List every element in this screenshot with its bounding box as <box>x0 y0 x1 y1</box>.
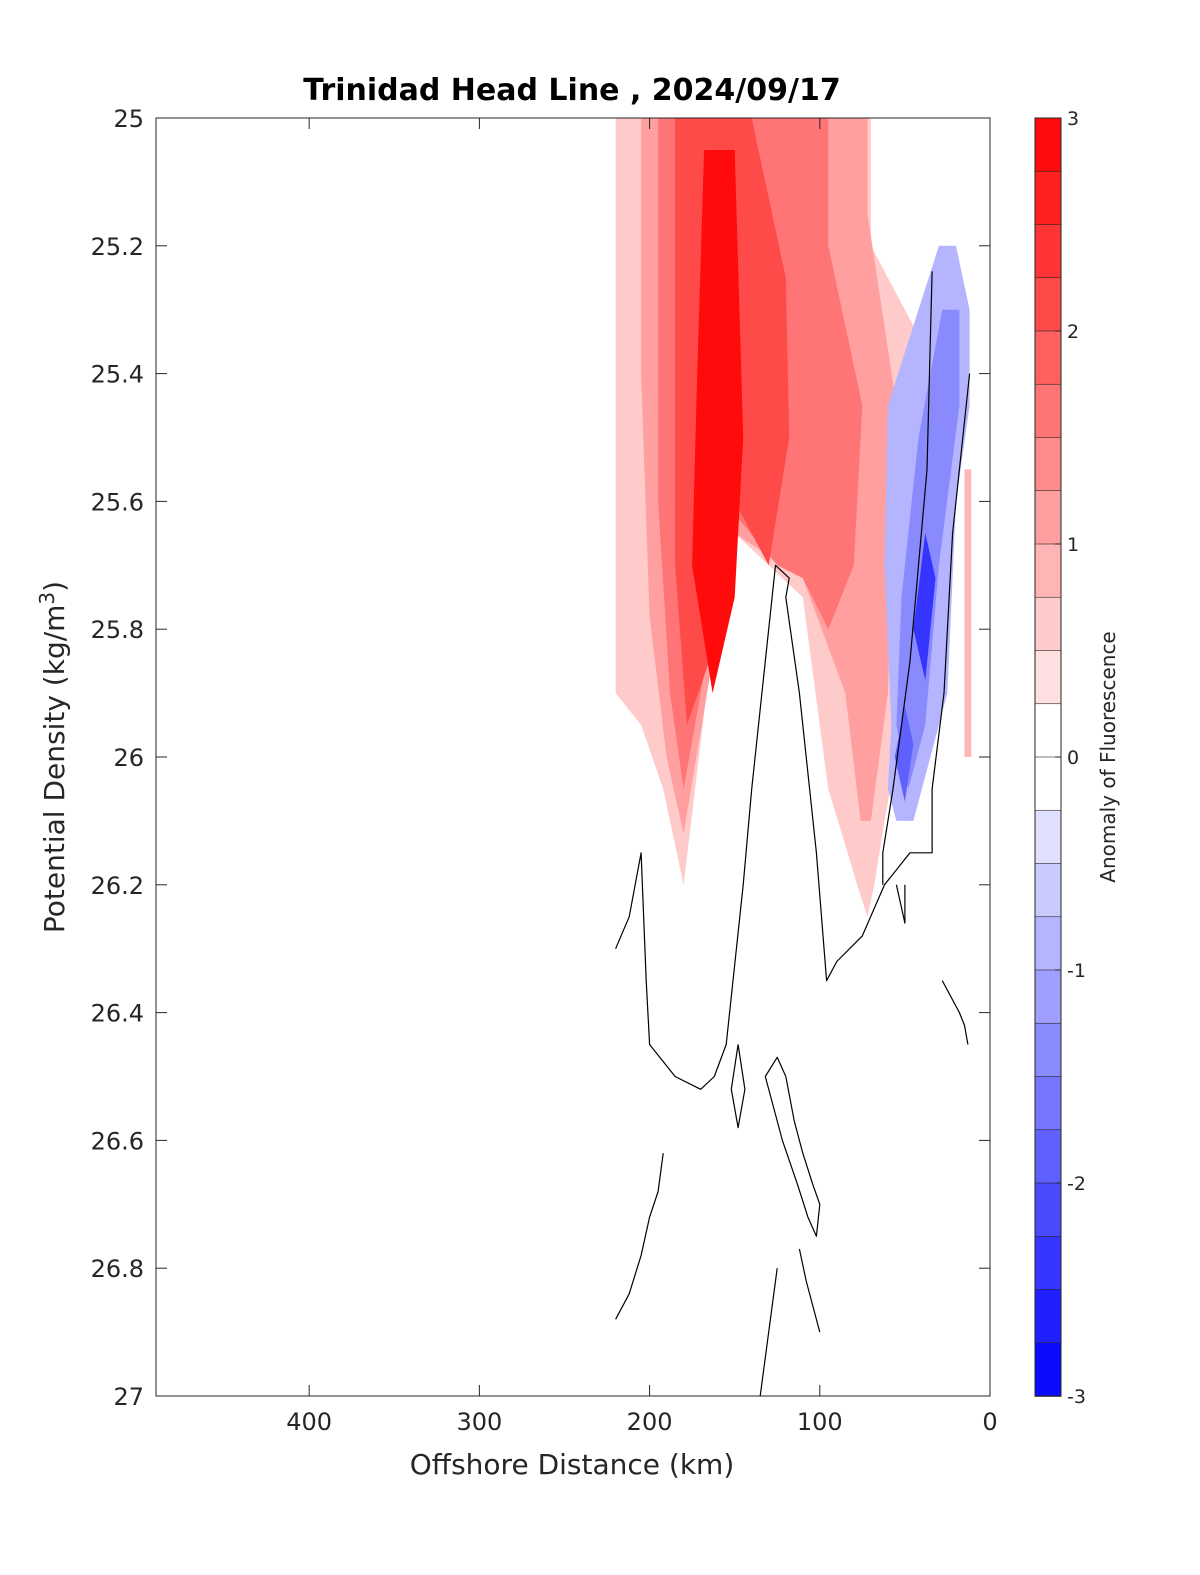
y-axis-ticks: 25 25.2 25.4 25.6 25.8 26 26.2 26.4 26.6 26.8 27 <box>91 105 990 1411</box>
colorbar-band <box>1034 117 1062 173</box>
colorbar-ticks: 3 2 1 0 -1 -2 -3 <box>1055 108 1086 1408</box>
zero-contour-line-8 <box>759 1268 778 1396</box>
zero-contour-line-5 <box>764 1056 821 1237</box>
colorbar-label: Anomaly of Fluorescence <box>1096 631 1120 882</box>
y-tick-label: 25.6 <box>91 488 144 516</box>
y-axis-label: Potential Density (kg/m3) <box>35 581 71 933</box>
y-tick-label: 25.8 <box>91 616 144 644</box>
colorbar-tick-label: 1 <box>1067 534 1079 556</box>
colorbar-band <box>1034 916 1062 971</box>
x-tick-label: 200 <box>627 1408 673 1436</box>
plot-area: 400 300 200 100 0 25 25.2 25.4 25.6 25.8 26 26.2 26… <box>91 105 998 1436</box>
colorbar-bands <box>1034 117 1062 1397</box>
colorbar-band <box>1034 1129 1062 1184</box>
colorbar-band <box>1034 1022 1062 1078</box>
y-tick-label: 26.6 <box>91 1127 144 1155</box>
y-axis-label-superscript: 3 <box>35 592 59 605</box>
y-tick-label: 25 <box>113 105 144 133</box>
x-axis-ticks: 400 300 200 100 0 <box>286 118 998 1436</box>
zero-contour-line-1 <box>882 271 933 885</box>
colorbar: 3 2 1 0 -1 -2 -3 Anomaly of Fluorescence <box>1034 108 1120 1408</box>
y-tick-label: 26.8 <box>91 1255 144 1283</box>
colorbar-band <box>1034 703 1062 758</box>
colorbar-band <box>1034 490 1062 545</box>
x-tick-label: 0 <box>982 1408 997 1436</box>
filled-contour-layer <box>615 118 972 917</box>
colorbar-tick-label: 0 <box>1067 747 1079 769</box>
colorbar-band <box>1034 809 1062 865</box>
colorbar-tick-label: 3 <box>1067 108 1079 130</box>
chart-title: Trinidad Head Line , 2024/09/17 <box>303 73 840 108</box>
zero-contour-line-9 <box>798 1248 821 1333</box>
colorbar-band <box>1034 1182 1062 1238</box>
y-tick-label: 26.2 <box>91 872 144 900</box>
zero-contour-layer <box>615 271 971 1396</box>
colorbar-band <box>1034 437 1062 492</box>
colorbar-tick-label: -1 <box>1067 960 1086 982</box>
colorbar-band <box>1034 277 1062 332</box>
colorbar-tick-label: -2 <box>1067 1173 1086 1195</box>
colorbar-tick-label: 2 <box>1067 321 1079 343</box>
x-tick-label: 400 <box>286 1408 332 1436</box>
colorbar-band <box>1034 1235 1062 1291</box>
contour-region-10 <box>894 705 914 802</box>
y-tick-label: 25.2 <box>91 233 144 261</box>
x-tick-label: 100 <box>797 1408 843 1436</box>
x-tick-label: 300 <box>456 1408 502 1436</box>
colorbar-band <box>1034 330 1062 386</box>
y-axis-label-main: Potential Density (kg/m <box>38 605 71 934</box>
zero-contour-line-7 <box>615 1153 664 1320</box>
y-tick-label: 27 <box>113 1383 144 1411</box>
zero-contour-line-4 <box>941 980 969 1045</box>
y-axis-label-closing: ) <box>38 581 71 592</box>
colorbar-band <box>1034 969 1062 1025</box>
x-axis-label: Offshore Distance (km) <box>410 1448 735 1481</box>
zero-contour-line-3 <box>895 884 906 924</box>
colorbar-band <box>1034 383 1062 439</box>
zero-contour-line-6 <box>730 1044 746 1129</box>
colorbar-band <box>1034 1076 1062 1131</box>
colorbar-band <box>1034 543 1062 599</box>
colorbar-band <box>1034 756 1062 812</box>
colorbar-band <box>1034 596 1062 652</box>
colorbar-band <box>1034 170 1062 226</box>
colorbar-band <box>1034 224 1062 279</box>
colorbar-band <box>1034 863 1062 918</box>
contour-region-5 <box>692 150 744 694</box>
y-tick-label: 26 <box>113 744 144 772</box>
colorbar-band <box>1034 1342 1062 1397</box>
y-tick-label: 25.4 <box>91 361 144 389</box>
zero-contour-line-2 <box>615 373 971 1090</box>
colorbar-band <box>1034 1289 1062 1344</box>
contour-region-9 <box>913 533 936 681</box>
contour-region-6 <box>964 469 972 757</box>
y-tick-label: 26.4 <box>91 1000 144 1028</box>
colorbar-tick-label: -3 <box>1067 1386 1086 1408</box>
colorbar-band <box>1034 650 1062 705</box>
